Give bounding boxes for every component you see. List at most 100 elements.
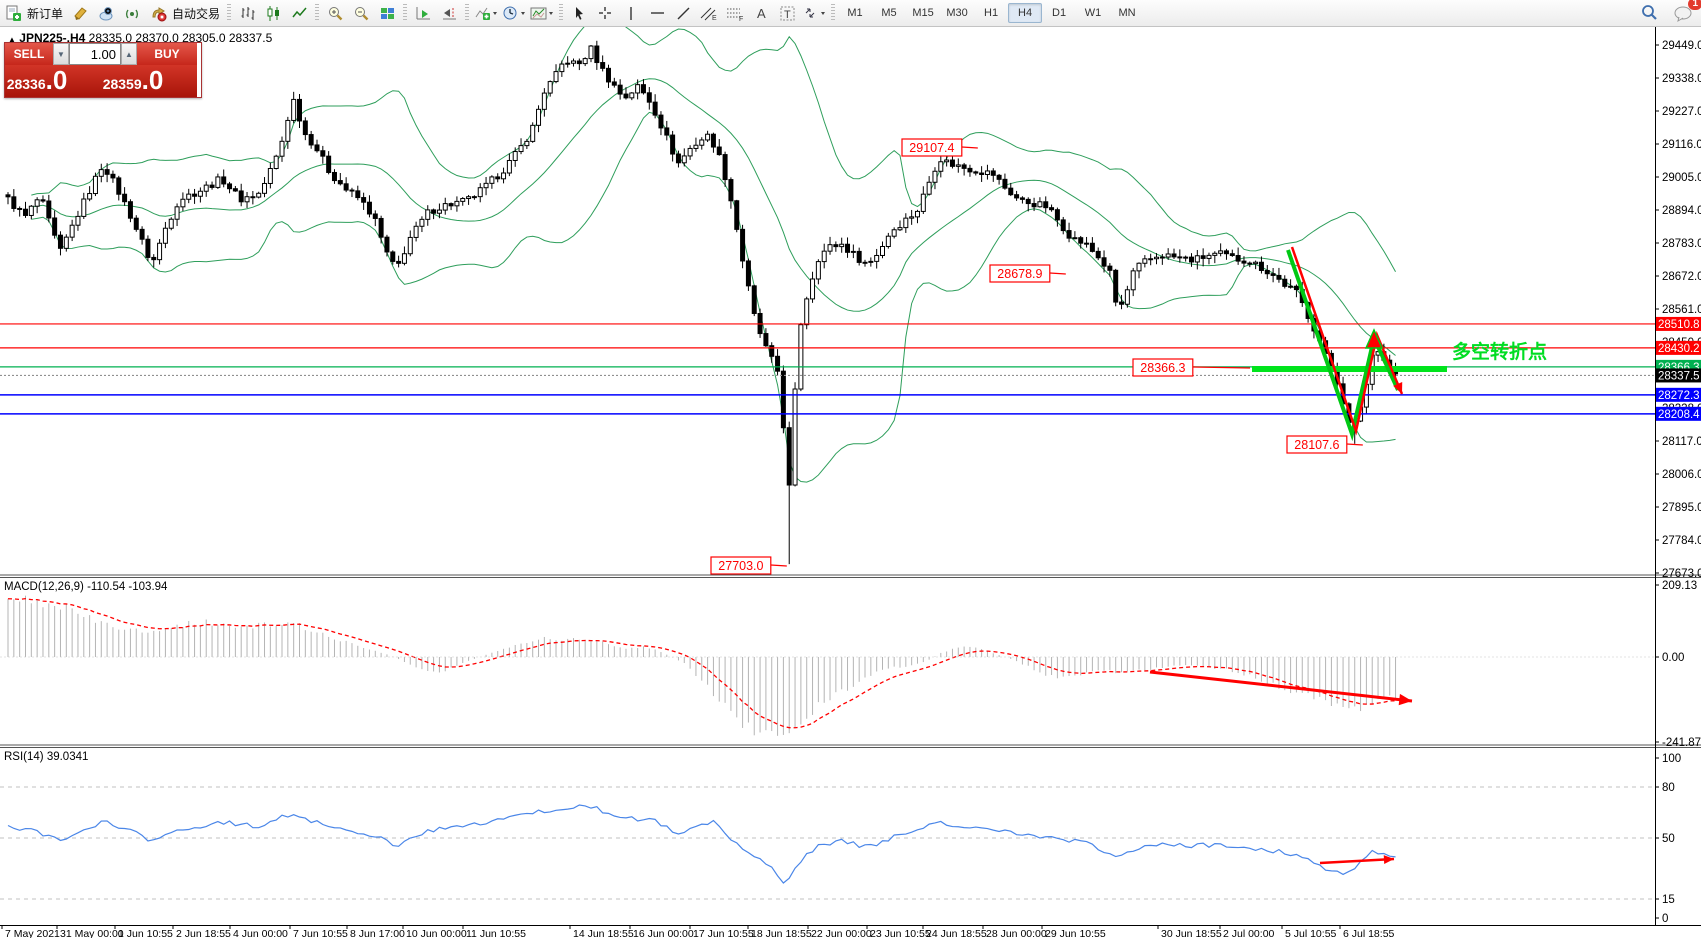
svg-text:28366.3: 28366.3 <box>1140 361 1185 375</box>
annotation-text: 多空转折点 <box>1452 340 1547 363</box>
svg-text:28337.5: 28337.5 <box>1658 370 1700 382</box>
tile-windows-icon[interactable] <box>374 1 400 25</box>
svg-text:10 Jun 00:00: 10 Jun 00:00 <box>406 928 467 938</box>
rsi-trend-arrow <box>1319 855 1395 865</box>
equidistant-channel-tool-icon[interactable]: E <box>696 1 722 25</box>
autotrade-label[interactable]: 自动交易 <box>172 6 221 21</box>
svg-text:11 Jun 10:55: 11 Jun 10:55 <box>466 928 526 938</box>
timeframe-button-M30[interactable]: M30 <box>946 7 968 19</box>
svg-text:2 Jul 00:00: 2 Jul 00:00 <box>1223 928 1275 938</box>
buy-button[interactable]: BUY <box>137 43 197 65</box>
svg-text:28117.0: 28117.0 <box>1662 436 1701 448</box>
collapse-triangle-icon[interactable]: ▲ <box>8 35 16 44</box>
arrows-tool-icon[interactable] <box>800 1 828 25</box>
price-axis[interactable]: 29449.0 29338.0 29227.0 29116.0 29005.0 28894… <box>1655 40 1701 925</box>
new-order-icon[interactable] <box>0 1 26 25</box>
svg-text:29005.0: 29005.0 <box>1662 172 1701 184</box>
svg-text:28107.6: 28107.6 <box>1294 438 1339 452</box>
svg-text:0.00: 0.00 <box>1662 652 1684 664</box>
svg-text:F: F <box>739 16 743 22</box>
symbol-name: JPN225-,H4 <box>19 31 86 45</box>
zoom-out-icon[interactable] <box>348 1 374 25</box>
svg-text:29449.0: 29449.0 <box>1662 40 1701 52</box>
text-tool-icon[interactable]: A <box>748 1 774 25</box>
main-toolbar: 新订单 自动交易 <box>0 0 1701 27</box>
svg-text:30 Jun 18:55: 30 Jun 18:55 <box>1161 928 1222 938</box>
svg-text:23 Jun 10:55: 23 Jun 10:55 <box>870 928 931 938</box>
timeframe-button-M1[interactable]: M1 <box>847 7 863 19</box>
buy-price[interactable]: 28359 .0 <box>69 65 197 97</box>
time-axis[interactable]: 7 May 2021 31 May 00:001 Jun 10:55 2 Jun 1… <box>1 925 1395 938</box>
profiles-icon[interactable] <box>93 1 119 25</box>
sell-price-main: 28336 <box>6 76 46 92</box>
text-label-tool-icon[interactable]: T <box>774 1 800 25</box>
zoom-in-icon[interactable] <box>322 1 348 25</box>
svg-text:8 Jun 17:00: 8 Jun 17:00 <box>350 928 405 938</box>
sell-button[interactable]: SELL <box>5 43 53 65</box>
auto-scroll-icon[interactable] <box>410 1 436 25</box>
volume-decrease-button[interactable]: ▼ <box>53 43 69 65</box>
toolbar-grip <box>465 4 470 22</box>
vertical-line-tool-icon[interactable] <box>618 1 644 25</box>
rsi-label: RSI(14) 39.0341 <box>4 751 88 763</box>
cursor-icon[interactable] <box>566 1 592 25</box>
svg-text:28 Jun 00:00: 28 Jun 00:00 <box>986 928 1047 938</box>
volume-input[interactable] <box>70 44 120 64</box>
timeframe-button-D1[interactable]: D1 <box>1052 7 1067 19</box>
bar-chart-mode-icon[interactable] <box>234 1 260 25</box>
macd-label: MACD(12,26,9) -110.54 -103.94 <box>4 581 168 593</box>
toolbar-grip <box>315 4 320 22</box>
svg-text:28672.0: 28672.0 <box>1662 271 1701 283</box>
fibonacci-tool-icon[interactable]: F <box>722 1 748 25</box>
trendline-tool-icon[interactable] <box>670 1 696 25</box>
svg-text:28006.0: 28006.0 <box>1662 469 1701 481</box>
horizontal-line-tool-icon[interactable] <box>644 1 670 25</box>
sell-price[interactable]: 28336 .0 <box>5 65 69 97</box>
svg-text:0: 0 <box>1662 913 1668 925</box>
periods-icon[interactable] <box>500 1 528 25</box>
timeframe-button-H4[interactable]: H4 <box>1008 3 1043 23</box>
timeframe-button-MN[interactable]: MN <box>1118 7 1136 19</box>
symbol-ohlc-line: ▲ JPN225-,H4 28335.0 28370.0 28305.0 283… <box>8 31 272 45</box>
svg-text:50: 50 <box>1662 833 1675 845</box>
volume-increase-button[interactable]: ▲ <box>121 43 137 65</box>
candlestick-mode-icon[interactable] <box>260 1 286 25</box>
svg-text:16 Jun 00:00: 16 Jun 00:00 <box>633 928 694 938</box>
toolbar-grip <box>559 4 564 22</box>
svg-text:28208.4: 28208.4 <box>1658 409 1700 421</box>
timeframe-button-H1[interactable]: H1 <box>984 7 999 19</box>
svg-text:17 Jun 10:55: 17 Jun 10:55 <box>693 928 754 938</box>
svg-text:27784.0: 27784.0 <box>1662 535 1701 547</box>
crosshair-icon[interactable] <box>592 1 618 25</box>
new-order-label[interactable]: 新订单 <box>27 6 64 21</box>
svg-text:27703.0: 27703.0 <box>718 559 763 573</box>
one-click-trading-panel: SELL ▼ ▲ BUY 28336 .0 28359 .0 <box>4 42 202 98</box>
timeframe-button-W1[interactable]: W1 <box>1084 7 1102 19</box>
timeframe-button-M5[interactable]: M5 <box>881 7 897 19</box>
price-callouts: 29107.4 28678.9 28366.3 28107.6 27703.0 <box>710 138 1363 575</box>
rsi-indicator-label: RSI(14) 39.0341 <box>4 751 88 763</box>
svg-text:80: 80 <box>1662 782 1675 794</box>
ohlc-low: 28305.0 <box>182 31 226 45</box>
autotrade-icon[interactable] <box>145 1 171 25</box>
indicators-icon[interactable] <box>472 1 500 25</box>
svg-text:2 Jun 18:55: 2 Jun 18:55 <box>176 928 231 938</box>
ohlc-high: 28370.0 <box>135 31 179 45</box>
timeframe-button-M15[interactable]: M15 <box>912 7 934 19</box>
svg-text:28678.9: 28678.9 <box>997 267 1042 281</box>
toolbar-grip <box>831 4 836 22</box>
notifications-icon[interactable]: 1 <box>1671 0 1701 25</box>
svg-text:E: E <box>712 15 717 22</box>
svg-text:29116.0: 29116.0 <box>1662 139 1701 151</box>
chart-style-icon[interactable] <box>67 1 93 25</box>
templates-icon[interactable] <box>528 1 556 25</box>
ohlc-open: 28335.0 <box>88 31 133 45</box>
svg-text:-241.87: -241.87 <box>1662 737 1701 749</box>
search-icon[interactable] <box>1637 1 1663 25</box>
line-chart-mode-icon[interactable] <box>286 1 312 25</box>
macd-indicator-label: MACD(12,26,9) -110.54 -103.94 <box>4 581 168 593</box>
chart-shift-icon[interactable] <box>436 1 462 25</box>
svg-text:27673.0: 27673.0 <box>1662 568 1701 580</box>
signals-icon[interactable] <box>119 1 145 25</box>
